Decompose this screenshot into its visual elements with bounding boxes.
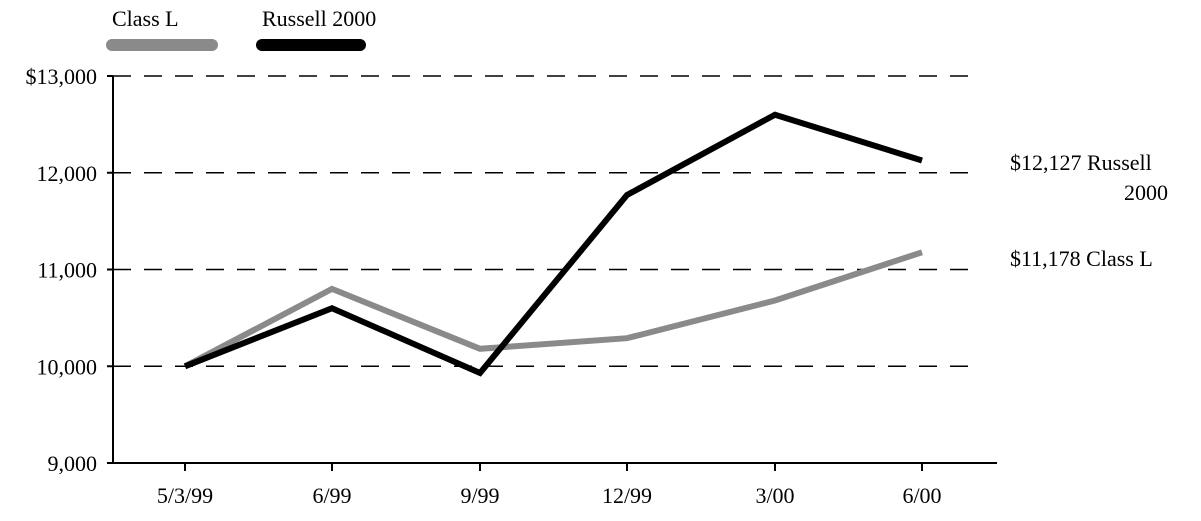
y-tick-labels: $13,000 12,000 11,000 10,000 9,000 <box>26 64 113 476</box>
x-tick-label: 6/99 <box>312 483 351 508</box>
series-line-russell-2000 <box>183 111 923 377</box>
x-tick-label: 6/00 <box>902 483 941 508</box>
x-tick-label: 3/00 <box>755 483 794 508</box>
y-tick-label: 12,000 <box>37 161 98 186</box>
x-tick-labels: 5/3/99 6/99 9/99 12/99 3/00 6/00 <box>157 463 942 508</box>
legend: Class L Russell 2000 <box>106 6 376 51</box>
gridlines <box>113 75 968 368</box>
y-tick-label: 11,000 <box>37 258 97 283</box>
series-line-class-l <box>183 249 923 369</box>
end-value-label: 2000 <box>1124 180 1168 205</box>
y-tick-label: 9,000 <box>48 451 98 476</box>
end-value-label: $12,127 Russell <box>1010 150 1152 175</box>
end-labels: $11,178 Class L $12,127 Russell 2000 <box>1010 150 1168 271</box>
x-tick-label: 12/99 <box>602 483 652 508</box>
y-tick-label: $13,000 <box>26 64 98 89</box>
end-value-label: $11,178 Class L <box>1010 246 1153 271</box>
legend-label: Russell 2000 <box>262 6 376 31</box>
x-tick-label: 9/99 <box>460 483 499 508</box>
series-lines <box>183 111 923 377</box>
legend-label: Class L <box>112 6 179 31</box>
x-tick-label: 5/3/99 <box>157 483 213 508</box>
y-tick-label: 10,000 <box>37 354 98 379</box>
